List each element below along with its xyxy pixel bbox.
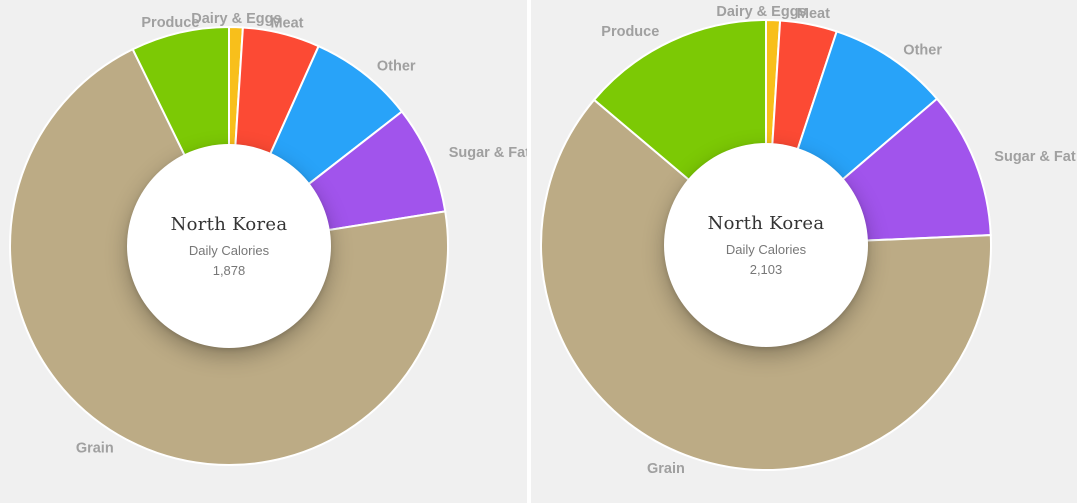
label-dairy-and-eggs: Dairy & Eggs [191,11,281,27]
label-meat: Meat [797,6,830,22]
label-produce: Produce [141,15,199,31]
label-sugar-and-fat: Sugar & Fat [449,145,527,161]
label-other: Other [377,59,416,75]
label-meat: Meat [270,16,303,32]
center-value: 2,103 [749,262,783,277]
chart-center-1: North Korea Daily Calories 1,878 [127,144,331,348]
label-dairy-and-eggs: Dairy & Eggs [716,4,806,20]
center-value: 1,878 [212,263,246,278]
chart-center-2: North Korea Daily Calories 2,103 [664,143,868,347]
label-produce: Produce [601,24,659,40]
donut-chart-panel-1: Dairy & Eggs Meat Other Sugar & Fat Grain Pro… [0,0,527,503]
center-subtitle: Daily Calories [188,243,270,258]
center-title: North Korea [170,214,288,235]
label-sugar-and-fat: Sugar & Fat [994,149,1076,165]
label-other: Other [903,42,942,58]
center-subtitle: Daily Calories [725,242,807,257]
label-grain: Grain [76,441,114,457]
donut-chart-panel-2: Dairy & Eggs Meat Other Sugar & Fat Grain Pro… [531,0,1077,503]
center-title: North Korea [707,213,825,234]
label-grain: Grain [647,461,685,477]
